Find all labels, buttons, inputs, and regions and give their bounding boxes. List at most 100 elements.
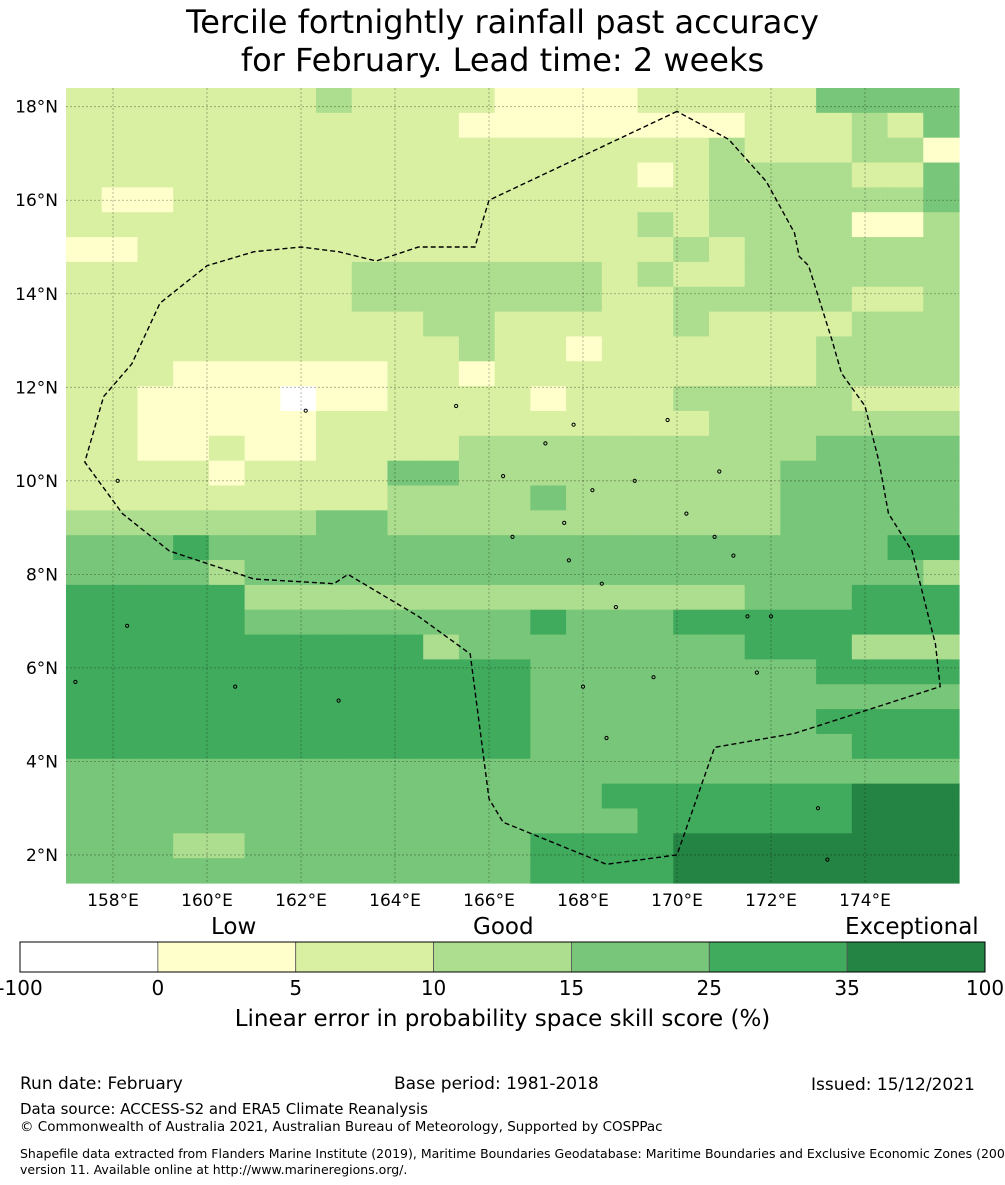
island-outline <box>454 403 459 409</box>
grid-cell <box>173 858 210 884</box>
grid-cell <box>137 386 174 412</box>
grid-cell <box>280 460 317 487</box>
grid-cell <box>494 137 531 164</box>
grid-cell <box>530 684 567 710</box>
grid-cell <box>494 261 531 288</box>
island-outline <box>566 558 572 563</box>
grid-cell <box>423 410 460 437</box>
base-period: Base period: 1981-2018 <box>394 1074 599 1094</box>
grid-cell <box>851 684 889 710</box>
grid-cell <box>101 237 139 263</box>
island-outline <box>501 474 506 479</box>
grid-cell <box>494 510 531 536</box>
grid-cell <box>923 386 960 412</box>
grid-cell <box>601 162 639 188</box>
grid-cell <box>101 162 139 188</box>
grid-cell <box>566 510 603 536</box>
grid-cell <box>101 584 139 611</box>
grid-cell <box>780 286 817 313</box>
grid-cell <box>280 435 317 462</box>
grid-cell <box>708 435 746 462</box>
colorbar-tick-label: -100 <box>0 976 43 1000</box>
shapefile-credit-line-2: version 11. Available online at http://w… <box>20 1162 408 1177</box>
grid-cell <box>173 733 210 760</box>
grid-cell <box>458 460 496 487</box>
island-outline <box>665 417 670 423</box>
grid-cell <box>387 560 424 586</box>
grid-cell <box>673 733 710 760</box>
grid-cell <box>101 361 139 387</box>
grid-cell <box>816 112 853 139</box>
grid-cell <box>851 510 889 536</box>
grid-cell <box>66 684 103 710</box>
grid-cell <box>601 485 639 511</box>
grid-cell <box>851 112 889 139</box>
grid-cell <box>244 560 281 586</box>
longitude-labels: 158°E 160°E 162°E 164°E 166°E 168°E 170°E 172°E… <box>87 891 891 911</box>
grid-cell <box>530 460 567 487</box>
grid-cell <box>280 634 317 660</box>
grid-cell <box>744 858 781 884</box>
grid-cell <box>744 684 781 710</box>
grid-cell <box>423 584 460 611</box>
grid-cell <box>66 733 103 760</box>
grid-cell <box>530 485 567 511</box>
grid-cell <box>530 261 567 288</box>
latitude-label: 2°N <box>26 846 58 866</box>
grid-cell <box>423 758 460 785</box>
grid-cell <box>387 510 424 536</box>
grid-cell <box>423 684 460 710</box>
grid-cell <box>851 187 889 213</box>
grid-cell <box>744 237 781 263</box>
grid-cell <box>494 386 531 412</box>
latitude-label: 4°N <box>26 752 58 772</box>
grid-cell <box>637 162 674 188</box>
grid-cell <box>66 311 103 338</box>
grid-cell <box>566 137 603 164</box>
grid-cell <box>173 137 210 164</box>
grid-cell <box>351 609 389 636</box>
grid-cell <box>173 709 210 735</box>
grid-cell <box>137 858 174 884</box>
grid-cell <box>816 659 853 685</box>
grid-cell <box>816 237 853 263</box>
grid-cell <box>208 212 246 238</box>
grid-cell <box>458 261 496 288</box>
grid-cell <box>673 88 710 114</box>
longitude-label: 166°E <box>463 891 515 911</box>
grid-cell <box>816 510 853 536</box>
grid-cell <box>708 410 746 437</box>
grid-cell <box>744 510 781 536</box>
latitude-labels: 2°N 4°N 6°N 8°N 10°N 12°N 14°N 16°N 18°N <box>15 98 58 866</box>
grid-cell <box>458 510 496 536</box>
grid-cell <box>637 485 674 511</box>
grid-cell <box>923 634 960 660</box>
grid-cell <box>137 237 174 263</box>
grid-cell <box>423 162 460 188</box>
grid-cell <box>387 137 424 164</box>
grid-cell <box>423 88 460 114</box>
grid-cell <box>208 709 246 735</box>
grid-cell <box>566 460 603 487</box>
grid-cell <box>887 187 924 213</box>
grid-cell <box>780 808 817 834</box>
grid-cell <box>351 758 389 785</box>
colorbar <box>19 941 986 973</box>
grid-cell <box>244 709 281 735</box>
grid-cell <box>744 386 781 412</box>
grid-cell <box>494 336 531 362</box>
grid-cell <box>744 485 781 511</box>
island-outline <box>768 614 774 619</box>
grid-cell <box>887 858 924 884</box>
grid-cell <box>744 361 781 387</box>
grid-cell <box>316 634 353 660</box>
grid-cell <box>708 88 746 114</box>
grid-cell <box>351 659 389 685</box>
grid-cell <box>280 535 317 561</box>
grid-cell <box>673 783 710 810</box>
grid-cell <box>708 485 746 511</box>
grid-cell <box>208 286 246 313</box>
colorbar-segment <box>846 941 986 973</box>
grid-cell <box>923 361 960 387</box>
grid-cell <box>780 88 817 114</box>
